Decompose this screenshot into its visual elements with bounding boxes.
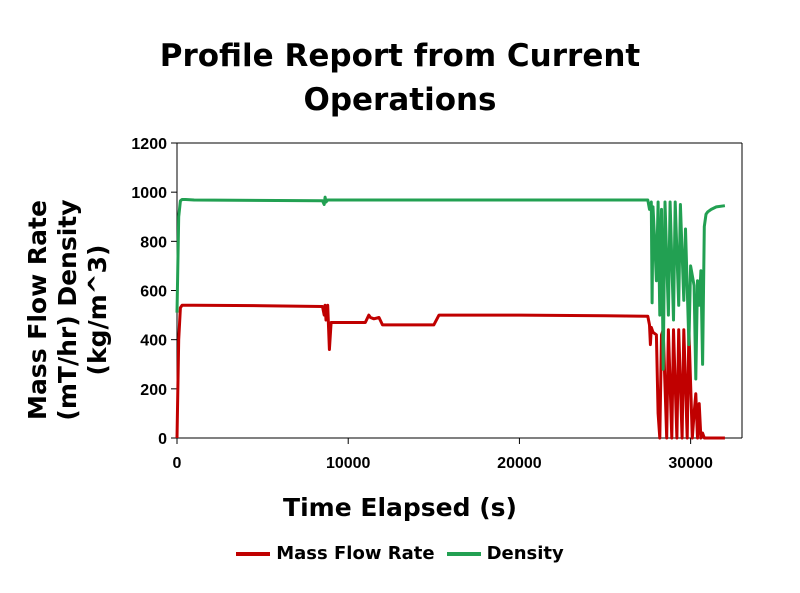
y-tick-label: 0 [158,431,167,448]
axes: 0 200 400 600 800 1000 1200 0 10000 20000 30000 [131,136,743,472]
series-lines [175,195,726,440]
legend-label-density: Density [486,543,564,564]
legend-swatch-density [446,551,481,556]
legend: Mass Flow Rate Density [0,543,800,564]
series-line-density [175,195,726,381]
y-tick-label: 800 [140,234,167,251]
x-tick-label: 0 [173,455,182,472]
x-axis-label: Time Elapsed (s) [283,493,517,522]
chart-title: Profile Report from Current Operations [159,38,641,118]
legend-label-mass-flow: Mass Flow Rate [276,543,435,564]
x-tick-label: 30000 [668,455,713,472]
legend-item-mass-flow: Mass Flow Rate [236,543,435,564]
y-tick-label: 1000 [131,185,167,202]
y-tick-label: 1200 [131,136,167,153]
y-tick-label: 400 [140,333,167,350]
x-tick-label: 20000 [497,455,542,472]
x-tick-label: 10000 [326,455,371,472]
legend-swatch-mass-flow [236,551,271,556]
y-tick-label: 600 [140,284,167,301]
y-tick-label: 200 [140,382,167,399]
series-line-mass-flow-rate [175,303,725,440]
legend-item-density: Density [446,543,564,564]
